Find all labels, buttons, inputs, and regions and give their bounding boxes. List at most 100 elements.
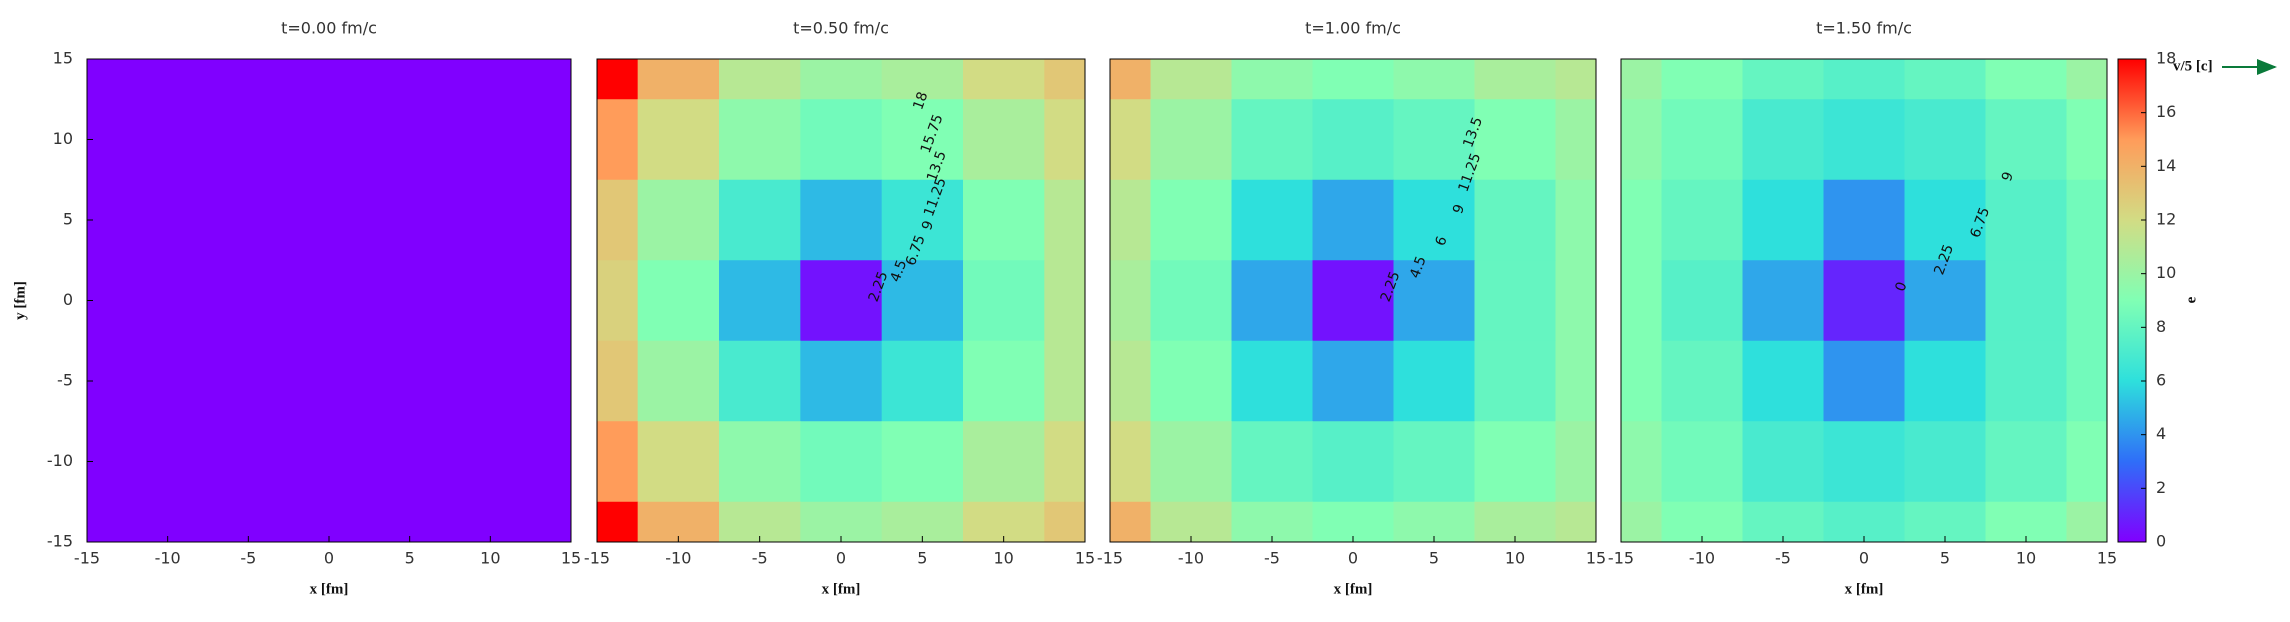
- heatmap-cell: [963, 59, 1045, 100]
- heatmap-cell: [597, 421, 639, 503]
- y-tick-label: -15: [47, 532, 73, 551]
- x-tick-label: 5: [917, 549, 927, 568]
- heatmap-cell: [208, 59, 290, 100]
- heatmap-cell: [637, 179, 720, 261]
- heatmap-cell: [881, 179, 964, 261]
- heatmap-cell: [1150, 340, 1232, 422]
- heatmap-cell: [450, 340, 532, 422]
- heatmap-cell: [1150, 99, 1232, 181]
- colorbar-tick-label: 16: [2156, 102, 2176, 121]
- heatmap-cell: [1110, 99, 1151, 181]
- heatmap-cell: [1312, 421, 1394, 503]
- x-axis-label: x [fm]: [310, 581, 349, 597]
- heatmap-cell: [87, 99, 128, 181]
- heatmap-cell: [1985, 260, 2067, 342]
- y-axis-label: y [fm]: [12, 281, 28, 320]
- heatmap-cell: [1110, 260, 1151, 342]
- heatmap-cell: [208, 99, 290, 181]
- x-axis-label: x [fm]: [1845, 581, 1884, 597]
- heatmap-cell: [1231, 421, 1313, 503]
- heatmap-cell: [597, 179, 639, 261]
- colorbar-tick-label: 2: [2156, 478, 2166, 497]
- y-tick-label: -10: [47, 451, 73, 470]
- heatmap-cell: [530, 501, 571, 542]
- heatmap-cell: [288, 179, 370, 261]
- heatmap-cell: [1661, 421, 1743, 503]
- heatmap-cell: [1661, 99, 1743, 181]
- heatmap-cell: [208, 501, 290, 542]
- heatmap-cell: [1312, 179, 1394, 261]
- heatmap-cell: [1742, 59, 1824, 100]
- heatmap-cell: [719, 340, 801, 422]
- heatmap-cell: [800, 179, 883, 261]
- heatmap-cell: [637, 421, 720, 503]
- heatmap-cell: [637, 340, 720, 422]
- heatmap-cell: [1661, 501, 1743, 542]
- heatmap-cell: [1474, 179, 1556, 261]
- colorbar-tick-label: 8: [2156, 317, 2166, 336]
- heatmap-cell: [1661, 179, 1743, 261]
- heatmap-cell: [1110, 501, 1151, 542]
- heatmap-cell: [1044, 59, 1085, 100]
- heatmap-cell: [1555, 179, 1596, 261]
- heatmap-cell: [1110, 340, 1151, 422]
- x-tick-label: -10: [1689, 549, 1715, 568]
- heatmap-cell: [2066, 260, 2107, 342]
- heatmap-cell: [1474, 340, 1556, 422]
- heatmap-cell: [127, 501, 209, 542]
- heatmap-cell: [1985, 59, 2067, 100]
- contour-label: 4.5: [888, 258, 911, 284]
- y-tick-label: 15: [53, 49, 73, 68]
- heatmap-cell: [1044, 99, 1085, 181]
- heatmap-cell: [530, 421, 571, 503]
- heatmap-cell: [800, 501, 883, 542]
- heatmap-cell: [1742, 260, 1824, 342]
- x-tick-label: -5: [1775, 549, 1791, 568]
- heatmap-cell: [1231, 179, 1313, 261]
- heatmap-cell: [1312, 59, 1394, 100]
- contour-label: 18: [910, 90, 931, 112]
- heatmap-cell: [1150, 421, 1232, 503]
- x-axis-label: x [fm]: [1334, 581, 1373, 597]
- heatmap-cell: [963, 501, 1045, 542]
- heatmap-cell: [1555, 340, 1596, 422]
- heatmap-cell: [1904, 340, 1986, 422]
- heatmap-cell: [963, 260, 1045, 342]
- x-tick-label: -5: [1264, 549, 1280, 568]
- heatmap-cell: [127, 340, 209, 422]
- heatmap-cell: [1621, 99, 1662, 181]
- heatmap-cell: [288, 340, 370, 422]
- heatmap-cell: [1393, 501, 1475, 542]
- heatmap-cell: [1393, 99, 1475, 181]
- heatmap-cell: [597, 501, 639, 542]
- heatmap-cell: [127, 99, 209, 181]
- colorbar-label: e: [2183, 296, 2199, 303]
- heatmap-cell: [288, 59, 370, 100]
- heatmap-cell: [1312, 340, 1394, 422]
- x-tick-label: -15: [1608, 549, 1634, 568]
- heatmap-cell: [963, 340, 1045, 422]
- heatmap-cell: [881, 99, 964, 181]
- heatmap-cell: [1474, 260, 1556, 342]
- heatmap-cell: [1044, 501, 1085, 542]
- x-tick-label: 5: [1940, 549, 1950, 568]
- x-tick-label: 10: [2016, 549, 2036, 568]
- heatmap: [597, 59, 1085, 542]
- heatmap-cell: [597, 340, 639, 422]
- heatmap: [1110, 59, 1596, 542]
- heatmap-cell: [1044, 421, 1085, 503]
- heatmap-cell: [1823, 99, 1905, 181]
- heatmap-cell: [369, 260, 451, 342]
- contour-label: 4.5: [1407, 254, 1430, 280]
- heatmap-cell: [1393, 179, 1475, 261]
- heatmap-cell: [1985, 501, 2067, 542]
- heatmap-cell: [1823, 260, 1905, 342]
- heatmap-cell: [637, 260, 720, 342]
- x-tick-label: -15: [1097, 549, 1123, 568]
- heatmap-cell: [1231, 59, 1313, 100]
- x-tick-label: 15: [1586, 549, 1606, 568]
- heatmap-cell: [1661, 340, 1743, 422]
- heatmap-cell: [800, 99, 883, 181]
- heatmap-cell: [1150, 179, 1232, 261]
- heatmap-cell: [1555, 260, 1596, 342]
